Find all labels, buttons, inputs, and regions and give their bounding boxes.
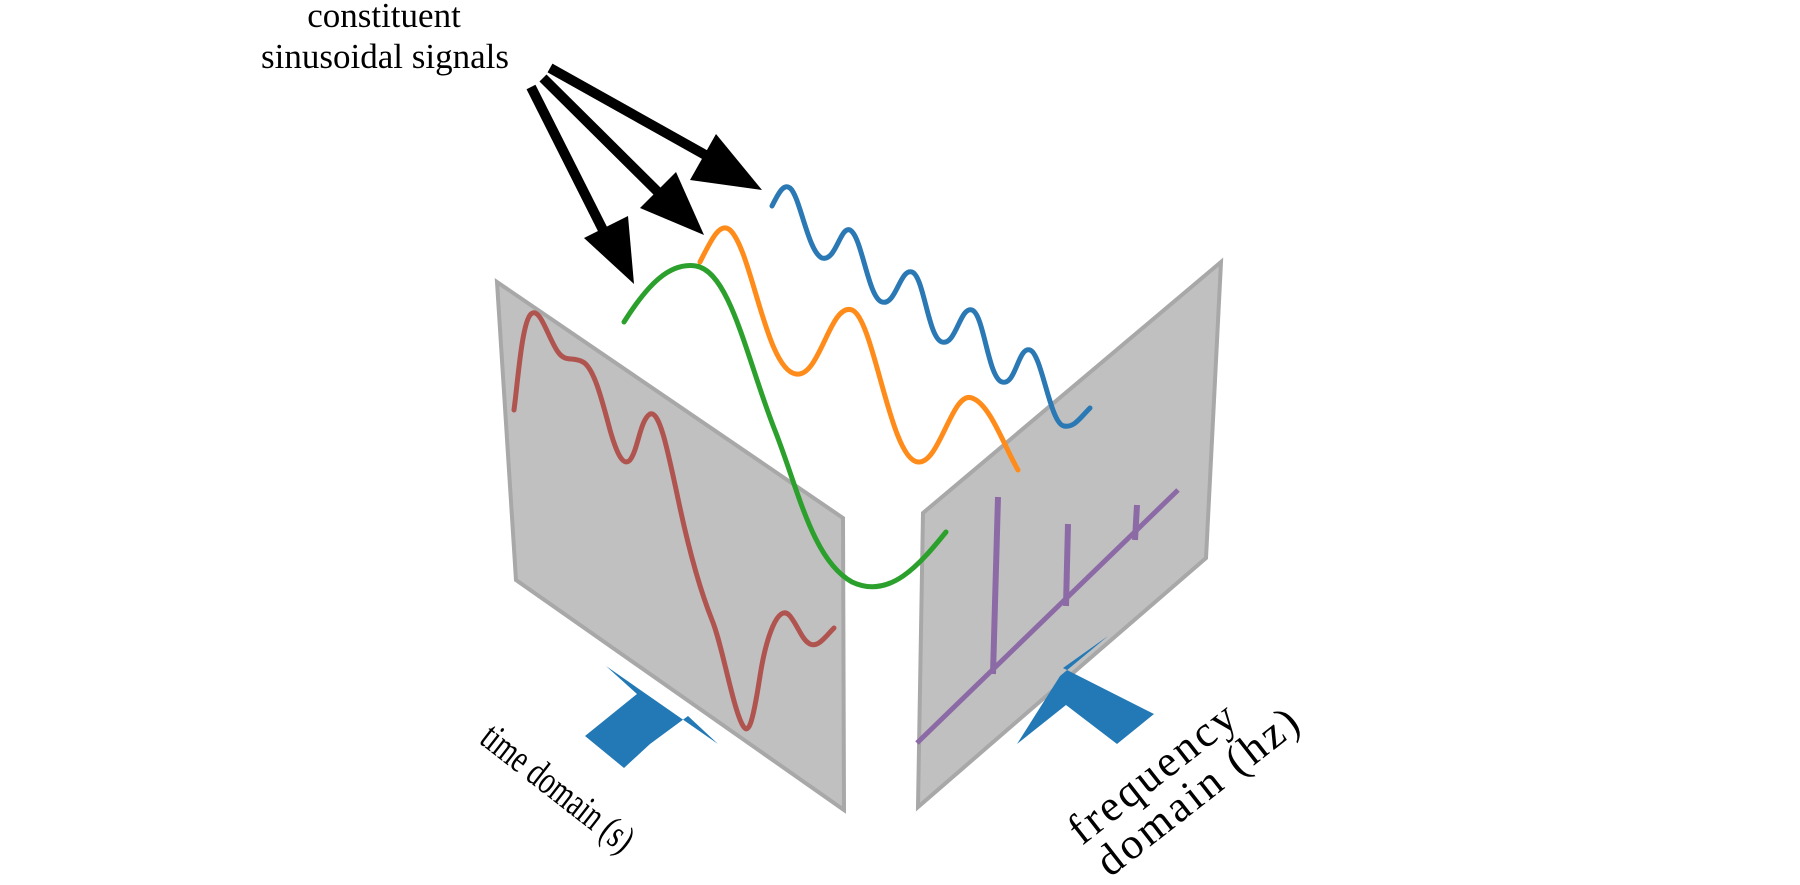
- time-domain-view-arrow: [585, 666, 718, 768]
- summed-signal-curve: [511, 310, 837, 732]
- time-domain-panel: [494, 278, 847, 814]
- spectrum-peak-low: [990, 496, 1001, 675]
- pointer-arrow-head-blue: [690, 134, 762, 190]
- pointer-arrows: [526, 63, 762, 284]
- spectrum-peak-mid: [1063, 523, 1071, 607]
- pointer-arrow-shaft-orange: [539, 74, 668, 202]
- spectrum-peak-high: [1132, 504, 1140, 541]
- pointer-arrow-head-green: [584, 216, 634, 284]
- pointer-arrow-head-orange: [640, 172, 704, 235]
- pointer-arrow-shaft-blue: [547, 63, 728, 171]
- low-frequency-sinusoid: [621, 263, 949, 590]
- mid-frequency-sinusoid: [697, 225, 1021, 473]
- pointer-arrow-shaft-green: [526, 84, 610, 237]
- annotation-line-1: constituent: [307, 0, 461, 35]
- annotation-line-2: sinusoidal signals: [261, 37, 509, 76]
- high-frequency-sinusoid: [769, 184, 1093, 429]
- frequency-domain-view-arrow-shape: [1017, 636, 1154, 744]
